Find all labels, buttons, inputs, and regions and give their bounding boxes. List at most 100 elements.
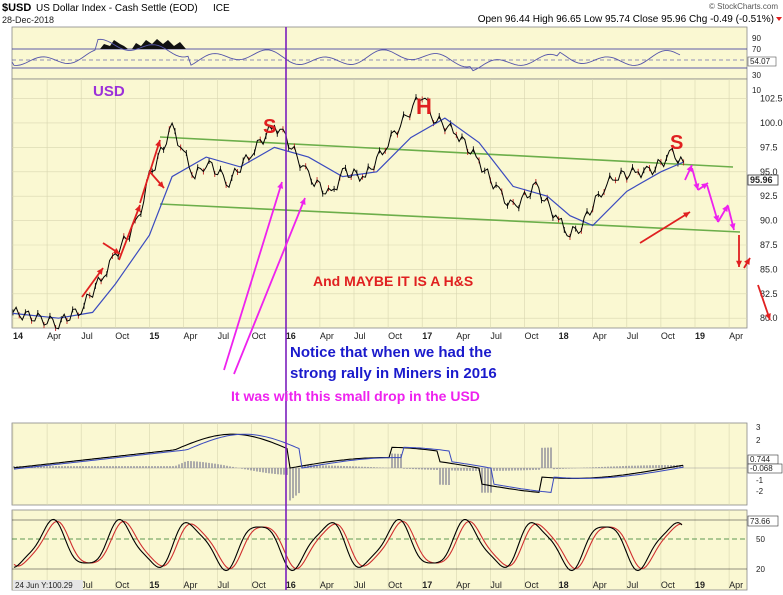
red-arrow-down — [149, 171, 165, 189]
stochastic-panel — [11, 509, 748, 591]
time-label: Apr — [184, 331, 198, 341]
stoch-axis: 50 20 — [756, 535, 765, 574]
stoch-time-label: Oct — [388, 580, 403, 590]
stoch-time-label: Apr — [456, 580, 470, 590]
symbol: $USD — [2, 2, 31, 14]
rsi-last-box — [747, 56, 777, 67]
price-tick: 92.5 — [760, 191, 778, 201]
stoch-time-label: Apr — [320, 580, 334, 590]
magenta-arrow-down — [691, 167, 700, 191]
time-label: Oct — [252, 331, 267, 341]
time-label: Oct — [115, 331, 130, 341]
change-down-icon — [776, 17, 782, 21]
time-label: Jul — [627, 331, 639, 341]
stoch-time-label: Oct — [252, 580, 267, 590]
price-tick: 87.5 — [760, 240, 778, 250]
ohlc-readout: Open 96.44 High 96.65 Low 95.74 Close 95… — [478, 14, 774, 25]
stoch-time-label: Jul — [81, 580, 93, 590]
red-arrow-up — [81, 267, 104, 298]
time-label: Apr — [456, 331, 470, 341]
hs-annotation: And MAYBE IT IS A H&S — [313, 273, 473, 289]
stoch-last-box — [747, 515, 779, 527]
time-label: Apr — [320, 331, 334, 341]
right-shoulder-label: S — [670, 132, 683, 154]
time-label: Apr — [47, 331, 61, 341]
corner-label-box — [13, 580, 83, 590]
macd-last-value: 0.744 — [750, 455, 771, 464]
price-tick: 97.5 — [760, 142, 778, 152]
macd-axis: 3 2 -1 -2 — [756, 423, 764, 496]
stoch-time-label: Jul — [490, 580, 502, 590]
stoch-time-label: Oct — [525, 580, 540, 590]
rsi-tick: 30 — [752, 71, 761, 80]
macd-histogram — [13, 447, 684, 501]
time-label: 16 — [286, 331, 296, 341]
stoch-time-label: Apr — [729, 580, 743, 590]
stoch-time-label: Jul — [218, 580, 230, 590]
stoch-time-label: Apr — [184, 580, 198, 590]
price-panel — [11, 78, 748, 329]
magenta-arrow-up — [684, 164, 693, 181]
time-label: 18 — [559, 331, 569, 341]
time-label: Oct — [525, 331, 540, 341]
magenta-arrow-pointer — [223, 181, 284, 371]
stoch-tick: 20 — [756, 565, 765, 574]
rsi-tick: 10 — [752, 86, 761, 95]
price-tick: 82.5 — [760, 289, 778, 299]
time-label: Oct — [388, 331, 403, 341]
stoch-time-label: 15 — [149, 580, 159, 590]
price-tick: 100.0 — [760, 118, 783, 128]
moving-average-line — [12, 117, 684, 319]
stoch-time-label: Jul — [354, 580, 366, 590]
price-tick: 90.0 — [760, 216, 778, 226]
price-tick: 102.5 — [760, 94, 783, 104]
stoch-time-axis: Jul Oct 15 Apr Jul Oct 16 Apr Jul Oct 17 Apr Jul Oct 1… — [81, 580, 743, 590]
macd-signal-value: -0.068 — [750, 464, 773, 473]
time-label: Jul — [218, 331, 230, 341]
stoch-time-label: 18 — [559, 580, 569, 590]
macd-signal-box — [747, 463, 783, 474]
macd-tick: -2 — [756, 487, 764, 496]
red-arrow-up — [639, 211, 691, 244]
head-label: H — [416, 94, 432, 119]
rsi-last-value: 54.07 — [750, 57, 771, 66]
rsi-line — [11, 38, 681, 72]
magenta-arrow-up — [717, 204, 729, 223]
stoch-fast-line — [13, 518, 683, 572]
stoch-time-label: Oct — [115, 580, 130, 590]
red-arrow-up — [743, 257, 751, 269]
usd-label: USD — [93, 83, 125, 100]
channel-upper-line — [159, 136, 734, 168]
time-label: Apr — [593, 331, 607, 341]
red-arrow-up — [139, 139, 161, 204]
rsi-tick: 70 — [752, 45, 761, 54]
miners-note-line2: strong rally in Miners in 2016 — [290, 365, 497, 382]
rsi-panel — [11, 26, 748, 80]
chart-date: 28-Dec-2018 — [2, 15, 54, 25]
macd-tick: 2 — [756, 436, 761, 445]
macd-tick: -1 — [756, 476, 764, 485]
watermark: © StockCharts.com — [709, 2, 778, 11]
stoch-last-value: 73.66 — [750, 517, 771, 526]
price-last-box — [747, 174, 779, 186]
magenta-arrow-down — [706, 184, 720, 223]
usd-drop-note: It was with this small drop in the USD — [231, 388, 480, 404]
rsi-tick: 90 — [752, 34, 761, 43]
time-label: 19 — [695, 331, 705, 341]
price-tick: 85.0 — [760, 264, 778, 274]
stoch-time-label: Apr — [593, 580, 607, 590]
stoch-tick: 50 — [756, 535, 765, 544]
time-label: Oct — [661, 331, 676, 341]
stoch-time-label: 17 — [422, 580, 432, 590]
exchange: ICE — [213, 3, 230, 14]
red-arrow-up — [118, 204, 141, 261]
time-label: Jul — [81, 331, 93, 341]
channel-lower-line — [159, 203, 741, 233]
time-label: Apr — [729, 331, 743, 341]
time-label: Jul — [354, 331, 366, 341]
magenta-arrow-down — [727, 205, 736, 231]
magenta-arrow-up — [697, 182, 709, 191]
macd-tick: 3 — [756, 423, 761, 432]
corner-label: 24 Jun Y:100.29 — [15, 581, 73, 590]
